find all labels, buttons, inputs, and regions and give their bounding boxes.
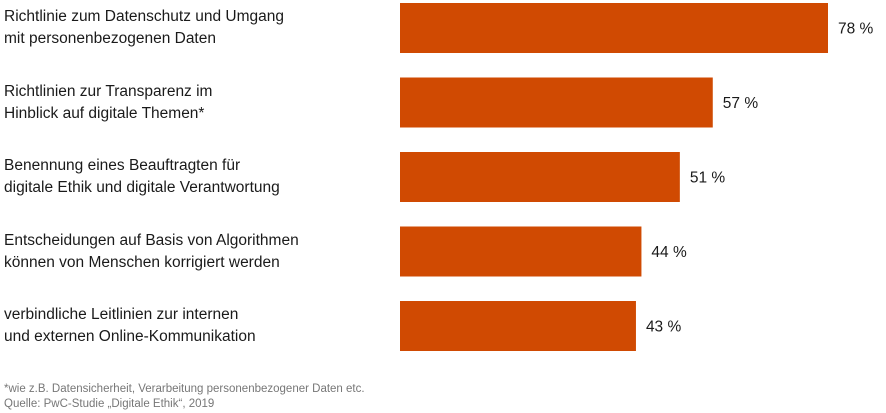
value-label-4: 44 %: [651, 244, 687, 261]
bar-1: [400, 3, 828, 53]
bar-3: [400, 152, 680, 202]
category-label-3: Benennung eines Beauftragten für digital…: [4, 157, 280, 196]
bar-4: [400, 226, 642, 277]
value-label-3: 51 %: [690, 170, 726, 187]
bar-5: [400, 301, 636, 351]
category-label-4: Entscheidungen auf Basis von Algorithmen…: [4, 231, 299, 271]
category-label-5: verbindliche Leitlinien zur internen und…: [4, 306, 256, 345]
category-label-1: Richtlinie zum Datenschutz und Umgang mi…: [4, 8, 284, 47]
category-label-2: Richtlinien zur Transparenz im Hinblick …: [4, 82, 213, 122]
footnote-source: Quelle: PwC-Studie „Digitale Ethik“, 201…: [4, 398, 215, 410]
value-label-1: 78 %: [838, 21, 874, 38]
footnote-note: *wie z.B. Datensicherheit, Verarbeitung …: [4, 383, 365, 395]
bar-2: [400, 77, 713, 128]
value-label-2: 57 %: [723, 95, 759, 112]
value-label-5: 43 %: [646, 319, 682, 336]
